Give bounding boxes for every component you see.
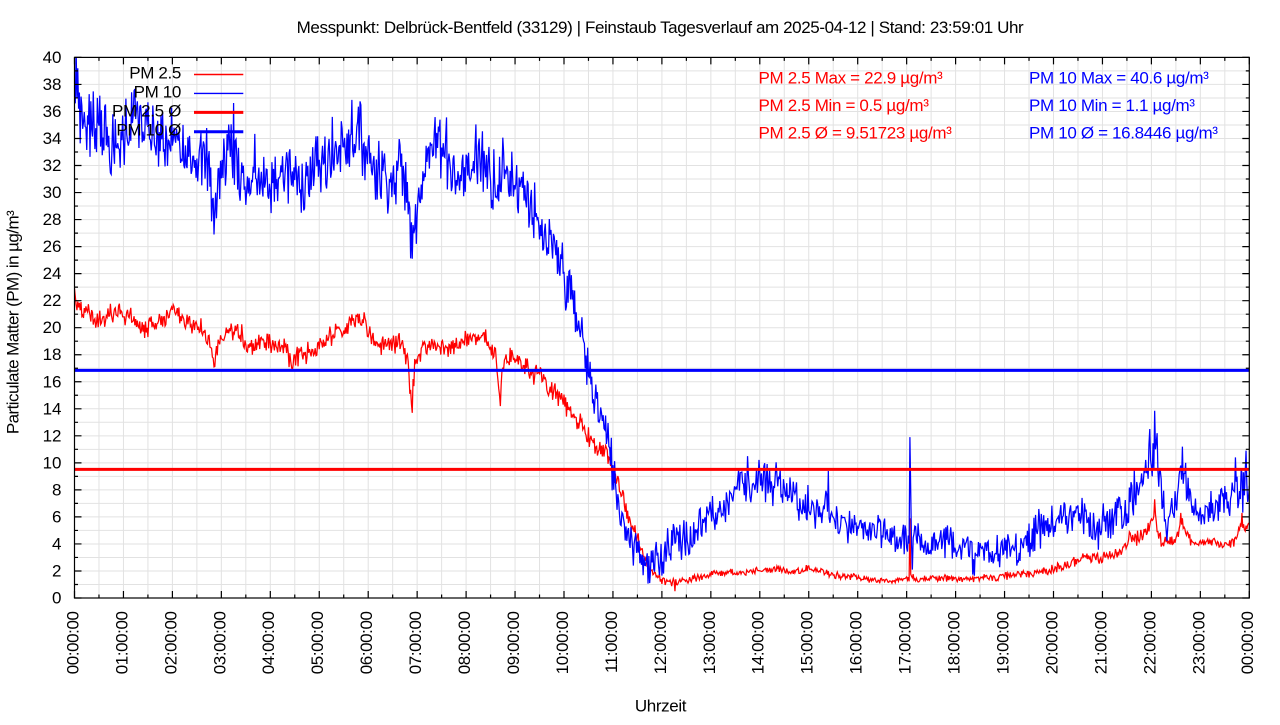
svg-text:18: 18 xyxy=(43,345,62,364)
svg-text:06:00:00: 06:00:00 xyxy=(357,612,376,675)
svg-text:22: 22 xyxy=(43,291,62,310)
svg-text:6: 6 xyxy=(52,507,61,526)
svg-text:16:00:00: 16:00:00 xyxy=(847,612,866,675)
svg-text:07:00:00: 07:00:00 xyxy=(406,612,425,675)
svg-text:10: 10 xyxy=(43,453,62,472)
svg-text:PM 2.5 Min = 0.5 µg/m³: PM 2.5 Min = 0.5 µg/m³ xyxy=(759,96,930,115)
svg-text:14:00:00: 14:00:00 xyxy=(749,612,768,675)
svg-text:19:00:00: 19:00:00 xyxy=(993,612,1012,675)
svg-text:20:00:00: 20:00:00 xyxy=(1042,612,1061,675)
svg-text:PM 2.5 Ø = 9.51723 µg/m³: PM 2.5 Ø = 9.51723 µg/m³ xyxy=(759,123,953,142)
svg-text:PM 10 Ø = 16.8446 µg/m³: PM 10 Ø = 16.8446 µg/m³ xyxy=(1029,123,1218,142)
svg-text:PM 2.5 Max = 22.9 µg/m³: PM 2.5 Max = 22.9 µg/m³ xyxy=(759,69,944,88)
svg-text:PM 10: PM 10 xyxy=(134,82,181,101)
svg-text:04:00:00: 04:00:00 xyxy=(259,612,278,675)
svg-text:05:00:00: 05:00:00 xyxy=(308,612,327,675)
svg-text:16: 16 xyxy=(43,372,62,391)
svg-text:10:00:00: 10:00:00 xyxy=(553,612,572,675)
svg-text:03:00:00: 03:00:00 xyxy=(210,612,229,675)
svg-text:0: 0 xyxy=(52,589,61,608)
svg-text:2: 2 xyxy=(52,561,61,580)
svg-text:09:00:00: 09:00:00 xyxy=(504,612,523,675)
svg-text:12:00:00: 12:00:00 xyxy=(651,612,670,675)
svg-text:4: 4 xyxy=(52,534,61,553)
svg-text:17:00:00: 17:00:00 xyxy=(896,612,915,675)
svg-text:20: 20 xyxy=(43,318,62,337)
svg-text:Uhrzeit: Uhrzeit xyxy=(635,696,687,715)
svg-text:30: 30 xyxy=(43,183,62,202)
svg-text:PM 2.5 Ø: PM 2.5 Ø xyxy=(112,101,181,120)
svg-text:18:00:00: 18:00:00 xyxy=(945,612,964,675)
svg-text:08:00:00: 08:00:00 xyxy=(455,612,474,675)
svg-text:Messpunkt: Delbrück-Bentfeld (: Messpunkt: Delbrück-Bentfeld (33129) | F… xyxy=(297,18,1024,37)
svg-text:28: 28 xyxy=(43,210,62,229)
svg-text:26: 26 xyxy=(43,237,62,256)
svg-text:01:00:00: 01:00:00 xyxy=(112,612,131,675)
svg-text:12: 12 xyxy=(43,426,62,445)
svg-text:8: 8 xyxy=(52,480,61,499)
svg-text:36: 36 xyxy=(43,102,62,121)
svg-text:PM 10 Max = 40.6 µg/m³: PM 10 Max = 40.6 µg/m³ xyxy=(1029,69,1209,88)
svg-text:00:00:00: 00:00:00 xyxy=(1238,612,1257,675)
svg-text:Particulate Matter (PM) in µg/: Particulate Matter (PM) in µg/m³ xyxy=(4,210,23,434)
svg-text:24: 24 xyxy=(43,264,62,283)
svg-text:11:00:00: 11:00:00 xyxy=(602,612,621,673)
svg-text:PM 10 Min = 1.1 µg/m³: PM 10 Min = 1.1 µg/m³ xyxy=(1029,96,1195,115)
svg-text:14: 14 xyxy=(43,399,62,418)
svg-text:00:00:00: 00:00:00 xyxy=(63,612,82,675)
svg-text:23:00:00: 23:00:00 xyxy=(1189,612,1208,675)
svg-text:38: 38 xyxy=(43,75,62,94)
svg-text:34: 34 xyxy=(43,129,62,148)
svg-text:02:00:00: 02:00:00 xyxy=(161,612,180,675)
svg-text:40: 40 xyxy=(43,48,62,67)
svg-text:15:00:00: 15:00:00 xyxy=(798,612,817,675)
svg-text:PM 10 Ø: PM 10 Ø xyxy=(116,121,181,140)
svg-text:22:00:00: 22:00:00 xyxy=(1140,612,1159,675)
svg-text:13:00:00: 13:00:00 xyxy=(700,612,719,675)
svg-text:32: 32 xyxy=(43,156,62,175)
svg-text:21:00:00: 21:00:00 xyxy=(1091,612,1110,675)
svg-text:PM 2.5: PM 2.5 xyxy=(129,63,181,82)
